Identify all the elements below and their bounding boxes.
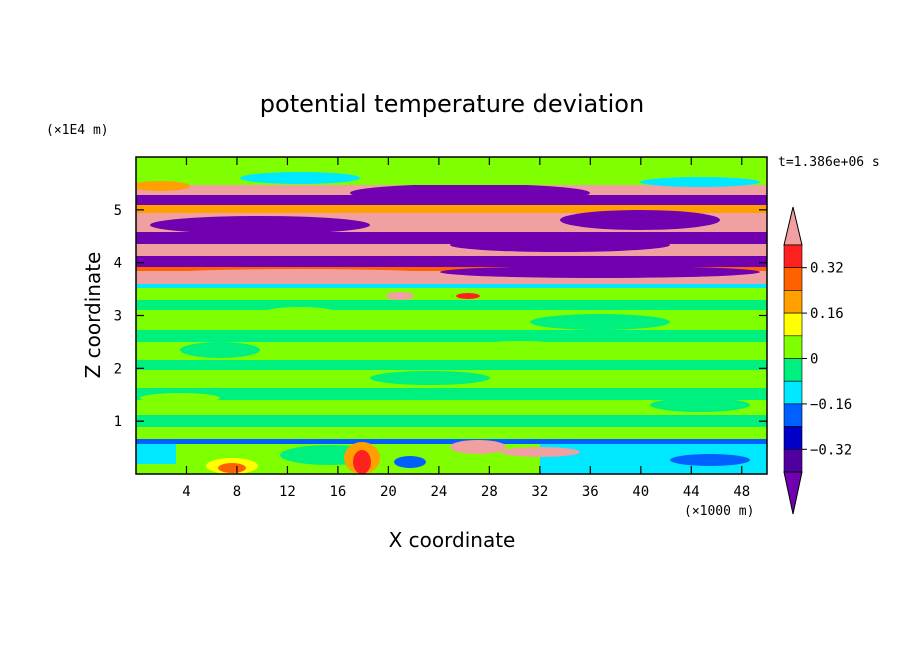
x-tick-label: 32 <box>531 484 548 500</box>
colorbar-tick-label: 0.32 <box>810 261 844 277</box>
time-label: t=1.386e+06 s <box>778 155 880 170</box>
y-unit-label: (×1E4 m) <box>46 123 109 138</box>
colorbar-lower-extension <box>783 471 803 515</box>
mid-stripe <box>136 330 767 342</box>
upper-blob <box>150 269 450 281</box>
mid-blob <box>370 371 490 385</box>
y-tick-label: 5 <box>114 203 122 219</box>
upper-blob <box>240 172 360 184</box>
colorbar-tick-label: 0 <box>810 352 818 368</box>
mid-blob <box>180 342 260 358</box>
cool-patch <box>670 454 750 466</box>
colorbar-swatch <box>783 335 803 359</box>
mid-blob <box>475 341 565 351</box>
colorbar-swatch <box>783 290 803 314</box>
upper-blob <box>640 177 760 187</box>
upper-band <box>136 232 767 244</box>
y-tick-label: 4 <box>114 256 122 272</box>
x-tick-label: 12 <box>279 484 296 500</box>
cool-patch <box>394 456 426 468</box>
upper-band <box>136 282 767 288</box>
upper-blob <box>560 210 720 230</box>
upper-band <box>136 205 767 213</box>
x-axis-label: X coordinate <box>389 528 516 552</box>
mid-blob <box>265 307 335 317</box>
x-tick-label: 4 <box>182 484 190 500</box>
x-tick-label: 24 <box>430 484 447 500</box>
colorbar-tick-label: 0.16 <box>810 306 844 322</box>
upper-blob <box>386 292 414 300</box>
y-tick-label: 1 <box>114 414 122 430</box>
mid-blob <box>650 398 750 412</box>
chart-title: potential temperature deviation <box>260 90 644 118</box>
colorbar-swatch <box>783 267 803 291</box>
mid-stripe <box>136 360 767 370</box>
x-tick-label: 36 <box>582 484 599 500</box>
upper-band <box>136 255 767 267</box>
x-tick-label: 16 <box>329 484 346 500</box>
x-tick-label: 44 <box>683 484 700 500</box>
x-unit-label: (×1000 m) <box>684 504 754 519</box>
upper-blob <box>456 293 480 299</box>
upper-blob <box>350 184 590 202</box>
upper-band <box>136 265 767 271</box>
colorbar-swatch <box>783 244 803 269</box>
colorbar-tick-label: −0.32 <box>810 442 852 458</box>
upper-blob <box>450 238 670 252</box>
y-tick-label: 2 <box>114 361 122 377</box>
y-axis-label: Z coordinate <box>81 252 105 379</box>
mid-stripe <box>136 388 767 400</box>
warm-plume <box>450 440 506 454</box>
colorbar-upper-extension <box>783 206 803 246</box>
mid-stripe <box>136 415 767 427</box>
x-ticks: 4 8 12 16 20 24 28 32 36 40 44 48 <box>182 157 750 500</box>
upper-blob <box>150 216 370 234</box>
colorbar: 0.32 0.16 0 −0.16 −0.32 <box>783 206 852 515</box>
y-ticks: 1 2 3 4 5 <box>114 203 767 430</box>
colorbar-swatch <box>783 312 803 337</box>
x-tick-label: 40 <box>632 484 649 500</box>
mid-stripe <box>136 300 767 310</box>
colorbar-swatch <box>783 426 803 450</box>
warm-plume <box>353 450 371 474</box>
colorbar-tick-label: −0.16 <box>810 397 852 413</box>
y-tick-label: 3 <box>114 309 122 325</box>
surface-layer <box>136 439 767 474</box>
warm-plume <box>218 463 246 473</box>
upper-layers <box>136 172 767 300</box>
colorbar-swatch <box>783 358 803 382</box>
x-tick-label: 8 <box>233 484 241 500</box>
contour-field <box>136 157 767 474</box>
warm-plume <box>500 447 580 457</box>
surface-band <box>136 439 767 444</box>
mid-blob <box>530 314 670 330</box>
x-tick-label: 48 <box>733 484 750 500</box>
colorbar-swatch <box>783 448 803 473</box>
colorbar-swatch <box>783 380 803 405</box>
mid-blob <box>140 393 220 403</box>
mid-layer <box>136 300 767 427</box>
x-tick-label: 28 <box>481 484 498 500</box>
surface-band <box>136 444 176 464</box>
x-tick-label: 20 <box>380 484 397 500</box>
upper-blob <box>440 266 760 278</box>
colorbar-swatch <box>783 403 803 427</box>
upper-blob <box>136 181 190 191</box>
